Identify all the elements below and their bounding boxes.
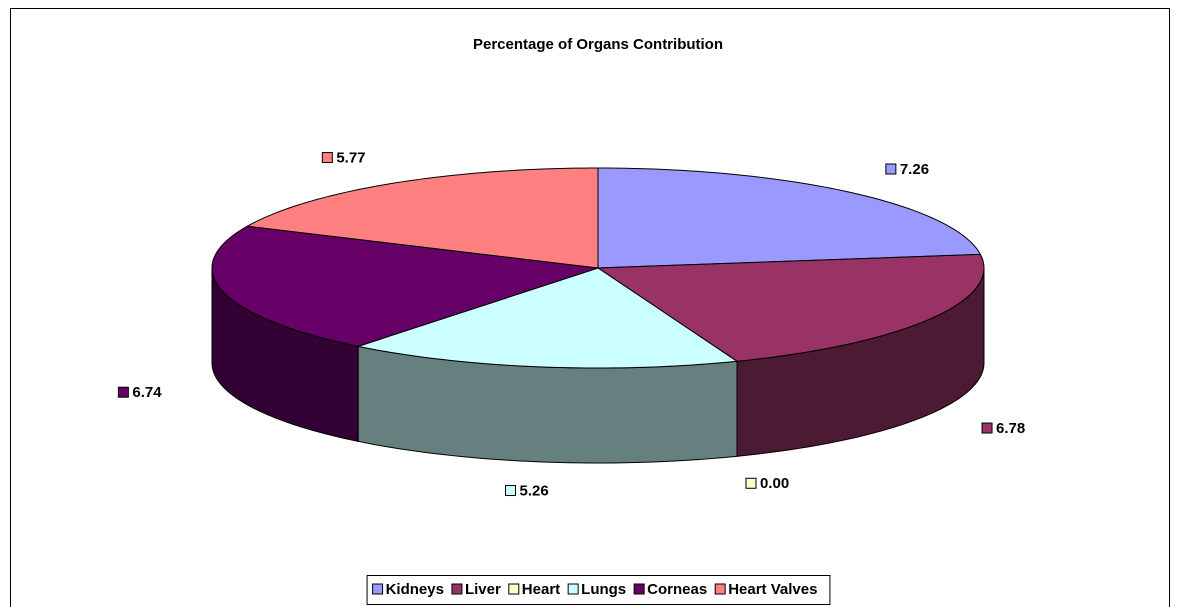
legend-swatch [451, 583, 463, 595]
legend-label: Heart [522, 581, 560, 598]
data-label: 7.26 [900, 161, 929, 178]
chart-title: Percentage of Organs Contribution [473, 36, 723, 53]
slice [597, 167, 982, 269]
data-label: 6.74 [132, 384, 162, 401]
data-label-key [505, 485, 517, 497]
data-label: 5.77 [336, 150, 365, 167]
data-label-key [981, 422, 993, 434]
data-label-key [745, 477, 757, 489]
slice [211, 225, 599, 347]
legend-swatch [508, 583, 520, 595]
legend-label: Heart Valves [728, 581, 817, 598]
legend-label: Kidneys [386, 581, 444, 598]
slice [356, 267, 739, 369]
legend-swatch [372, 583, 384, 595]
slice [596, 253, 985, 362]
legend-swatch [714, 583, 726, 595]
data-label-key [117, 386, 129, 398]
data-label-key [321, 152, 333, 164]
legend-swatch [633, 583, 645, 595]
data-label-key [885, 163, 897, 175]
legend-label: Lungs [581, 581, 626, 598]
data-label: 6.78 [996, 420, 1025, 437]
legend-label: Liver [465, 581, 501, 598]
data-label: 5.26 [520, 482, 549, 499]
legend-swatch [567, 583, 579, 595]
data-label: 0.00 [760, 475, 789, 492]
slice [245, 167, 599, 269]
legend-label: Corneas [647, 581, 707, 598]
legend-box [366, 575, 831, 605]
